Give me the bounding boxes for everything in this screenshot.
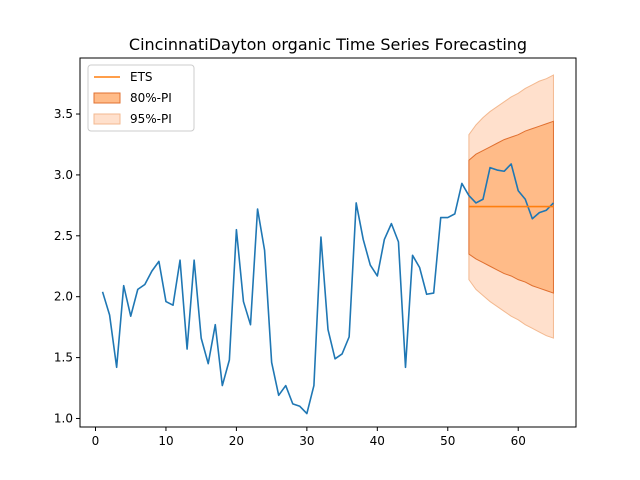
observed-series-line xyxy=(101,163,555,415)
legend-pi95-handle xyxy=(93,113,121,125)
legend-label: 80%-PI xyxy=(130,91,172,105)
y-tick-label: 2.5 xyxy=(54,229,73,243)
legend-label: ETS xyxy=(130,70,153,84)
x-tick-label: 30 xyxy=(299,434,314,448)
series-layer xyxy=(101,163,555,415)
plot-frame xyxy=(79,57,577,428)
legend: ETS 80%-PI 95%-PI xyxy=(87,64,195,132)
x-tick-label: 0 xyxy=(92,434,100,448)
legend-label: 95%-PI xyxy=(130,112,172,126)
x-tick-label: 40 xyxy=(370,434,385,448)
y-tick-label: 1.0 xyxy=(54,411,73,425)
x-tick-label: 20 xyxy=(229,434,244,448)
x-tick-label: 10 xyxy=(158,434,173,448)
chart-title: CincinnatiDayton organic Time Series For… xyxy=(129,35,527,54)
y-tick-label: 3.0 xyxy=(54,168,73,182)
y-tick-label: 3.5 xyxy=(54,107,73,121)
legend-pi80-handle xyxy=(93,92,121,104)
x-tick-label: 50 xyxy=(440,434,455,448)
x-tick-label: 60 xyxy=(511,434,526,448)
axes-layer: 0 10 20 30 40 50 60 1.0 1.5 2.0 2.5 3.0 3.5 xyxy=(54,57,577,448)
y-tick-label: 2.0 xyxy=(54,290,73,304)
y-tick-label: 1.5 xyxy=(54,351,73,365)
